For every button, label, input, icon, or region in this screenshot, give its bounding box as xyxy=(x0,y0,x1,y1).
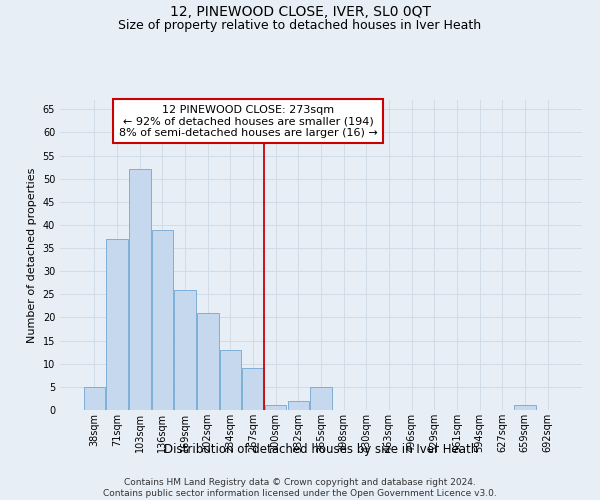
Bar xyxy=(152,230,173,410)
Bar xyxy=(220,350,241,410)
Y-axis label: Number of detached properties: Number of detached properties xyxy=(27,168,37,342)
Text: Contains HM Land Registry data © Crown copyright and database right 2024.
Contai: Contains HM Land Registry data © Crown c… xyxy=(103,478,497,498)
Bar xyxy=(265,406,286,410)
Bar xyxy=(310,387,332,410)
Bar xyxy=(106,239,128,410)
Bar xyxy=(84,387,105,410)
Bar xyxy=(197,313,218,410)
Bar xyxy=(175,290,196,410)
Text: 12, PINEWOOD CLOSE, IVER, SL0 0QT: 12, PINEWOOD CLOSE, IVER, SL0 0QT xyxy=(170,5,431,19)
Text: Distribution of detached houses by size in Iver Heath: Distribution of detached houses by size … xyxy=(164,442,478,456)
Bar xyxy=(287,400,309,410)
Bar xyxy=(129,170,151,410)
Text: 12 PINEWOOD CLOSE: 273sqm
← 92% of detached houses are smaller (194)
8% of semi-: 12 PINEWOOD CLOSE: 273sqm ← 92% of detac… xyxy=(119,104,377,138)
Bar xyxy=(242,368,264,410)
Text: Size of property relative to detached houses in Iver Heath: Size of property relative to detached ho… xyxy=(118,19,482,32)
Bar xyxy=(514,406,536,410)
